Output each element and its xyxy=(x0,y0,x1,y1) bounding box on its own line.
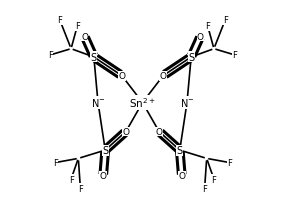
Text: F: F xyxy=(202,184,207,193)
Text: O: O xyxy=(178,172,185,181)
Text: F: F xyxy=(211,175,216,184)
Text: O: O xyxy=(100,172,107,181)
Text: F: F xyxy=(69,175,74,184)
Text: S: S xyxy=(102,145,108,155)
Text: O: O xyxy=(156,127,162,136)
Text: F: F xyxy=(227,158,232,167)
Text: O: O xyxy=(160,72,167,81)
Text: F: F xyxy=(223,16,228,25)
Text: O: O xyxy=(123,127,129,136)
Text: O: O xyxy=(197,33,204,42)
Text: F: F xyxy=(57,16,62,25)
Text: S: S xyxy=(188,53,194,63)
Text: N$^{-}$: N$^{-}$ xyxy=(180,97,194,109)
Text: Sn$^{2+}$: Sn$^{2+}$ xyxy=(129,96,156,110)
Text: F: F xyxy=(205,22,210,31)
Text: O: O xyxy=(118,72,125,81)
Text: F: F xyxy=(75,22,80,31)
Text: O: O xyxy=(81,33,88,42)
Text: S: S xyxy=(177,145,183,155)
Text: F: F xyxy=(48,51,53,60)
Text: F: F xyxy=(232,51,237,60)
Text: F: F xyxy=(53,158,58,167)
Text: N$^{-}$: N$^{-}$ xyxy=(91,97,105,109)
Text: F: F xyxy=(78,184,83,193)
Text: S: S xyxy=(91,53,97,63)
